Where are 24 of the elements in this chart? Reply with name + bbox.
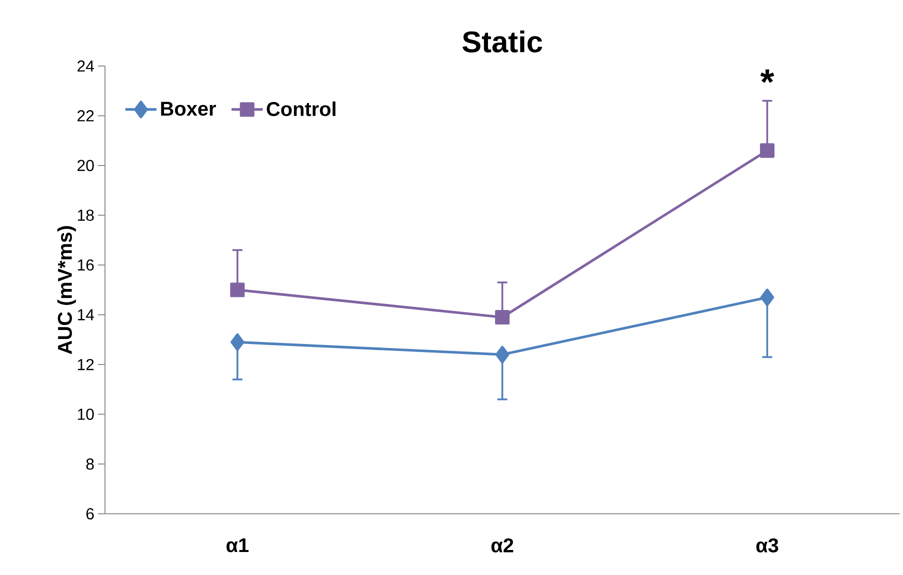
y-tick-label: 18 [78, 210, 94, 221]
legend-label: Control [266, 102, 336, 116]
y-axis-title: AUC (mV*ms) [57, 226, 76, 354]
point [760, 143, 774, 158]
chart-title: Static [462, 30, 542, 53]
y-tick-label: 22 [78, 110, 94, 122]
annotation: * [760, 70, 774, 83]
point [495, 310, 510, 325]
x-tick-label: α2 [491, 538, 514, 553]
point [230, 333, 244, 352]
point [760, 288, 774, 306]
y-tick-label: 24 [78, 60, 94, 72]
x-tick-label: α3 [756, 538, 778, 553]
y-tick-label: 16 [78, 259, 94, 271]
point [495, 346, 510, 364]
x-tick-label: α1 [226, 538, 249, 552]
y-tick-label: 12 [78, 359, 94, 370]
y-tick-label: 20 [78, 160, 94, 172]
legend-label: Boxer [161, 102, 216, 116]
point [230, 282, 245, 298]
y-tick-label: 6 [86, 508, 94, 520]
y-tick-label: 8 [86, 458, 94, 470]
y-tick-label: 14 [78, 309, 94, 320]
y-tick-label: 10 [78, 408, 94, 420]
